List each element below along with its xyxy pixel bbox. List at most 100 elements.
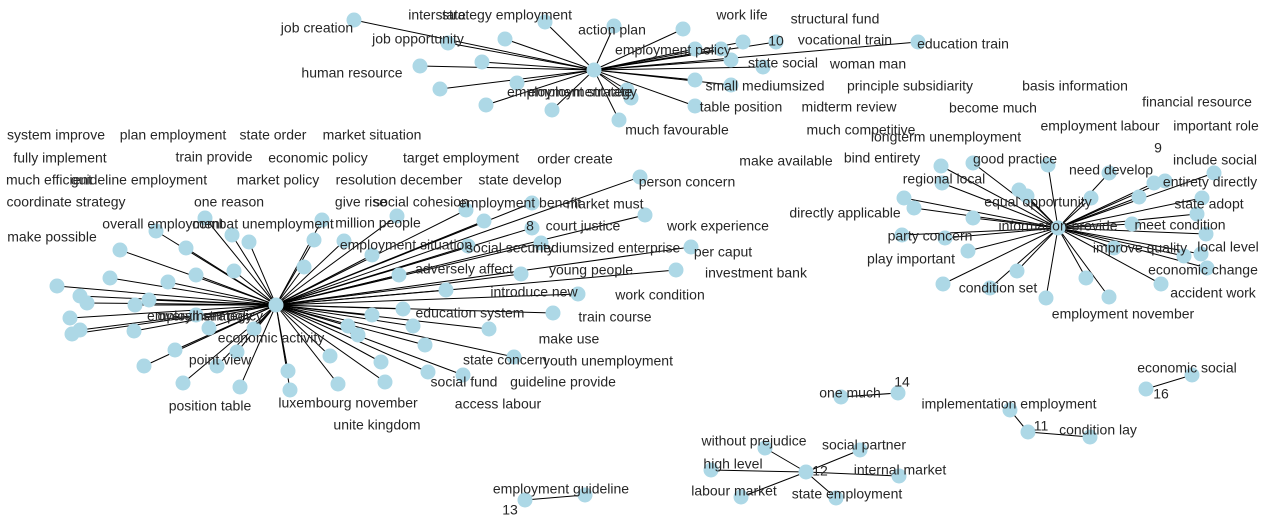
node-midterm-review (544, 102, 560, 118)
edge-information-provide-unlabeled-1 (1016, 227, 1059, 272)
node-guideline-provide (455, 367, 471, 383)
node-regional-local (934, 175, 950, 191)
label-position-table: position table (169, 398, 252, 414)
node-information-provide-unlabeled-4 (1193, 246, 1209, 262)
node-work-experience (637, 207, 653, 223)
node-employment-situation (336, 233, 352, 249)
node-action-plan (606, 18, 622, 34)
node-adversely-affect (391, 267, 407, 283)
node-11 (1020, 424, 1036, 440)
edge-employment-strategy-work-life (593, 28, 684, 71)
label-social-fund: social fund (431, 374, 498, 390)
label-employment-benefit: employment benefit (459, 195, 581, 211)
node-coordinate-strategy (62, 310, 78, 326)
node-per-caput (683, 239, 699, 255)
label-resolution-december: resolution december (336, 172, 463, 188)
edge-employment-strategy-woman-man (593, 66, 764, 71)
label-per-caput: per caput (694, 244, 752, 260)
label-strategy-employment: strategy employment (442, 7, 572, 23)
edge-16-economic-social (1145, 374, 1193, 390)
label-become-much: become much (949, 100, 1037, 116)
label-market-must: market must (566, 196, 643, 212)
edge-employment-policy-per-caput (275, 246, 692, 306)
label-employment-policy: employment policy (615, 42, 731, 58)
node-state-social (723, 52, 739, 68)
edge-employment-strategy-much-favourable (593, 69, 620, 121)
label-investment-bank: investment bank (705, 265, 808, 281)
label-employment-situation: employment situation (340, 237, 472, 253)
label-bind-entirety: bind entirety (844, 150, 920, 166)
graph-edges (56, 19, 1215, 501)
node-vocational-train (768, 34, 784, 50)
node-information-provide-unlabeled-3 (1078, 270, 1094, 286)
label-important-role: important role (1173, 118, 1259, 134)
edge-employment-policy-unlabeled-3 (174, 304, 277, 351)
edge-employment-policy-unlabeled-13 (275, 304, 373, 316)
label-entirety-directly: entirety directly (1163, 174, 1257, 190)
node-youth-unemployment (506, 349, 522, 365)
label-much-favourable: much favourable (625, 122, 729, 138)
edge-information-provide-condition-set (989, 227, 1059, 289)
edge-employment-policy-unlabeled-6 (216, 304, 277, 367)
label-economic-activity: economic activity (218, 330, 325, 346)
label-job-opportunity: job opportunity (371, 31, 464, 47)
edge-employment-policy-unlabeled-11 (275, 304, 349, 327)
node-basis-information (1040, 157, 1056, 173)
edge-employment-policy-position-table (239, 304, 277, 388)
node-education-train (910, 34, 926, 50)
edge-information-provide-directly-applicable (901, 227, 1059, 236)
node-woman-man (755, 59, 771, 75)
node-improve-quality (1106, 240, 1122, 256)
label-make-possible: make possible (7, 229, 97, 245)
node-work-life (675, 21, 691, 37)
label-play-important: play important (867, 251, 955, 267)
edge-employment-strategy-interstate (447, 42, 595, 71)
edge-11-condition-lay (1027, 431, 1091, 438)
label-economic-policy: economic policy (268, 150, 368, 166)
node-structural-fund (735, 34, 751, 50)
node-resolution-december (241, 234, 257, 250)
label-interstate: interstate (408, 7, 466, 23)
label-13: 13 (502, 502, 518, 518)
node-employment-policy-unlabeled-9 (405, 318, 421, 334)
node-employment-policy-unlabeled-12 (350, 327, 366, 343)
label-market-policy: market policy (237, 172, 319, 188)
node-include-social (1206, 165, 1222, 181)
label-adversely-affect: adversely affect (415, 261, 513, 277)
node-play-important (960, 243, 976, 259)
node-information-provide-unlabeled-1 (1009, 263, 1025, 279)
label-14: 14 (894, 374, 910, 390)
node-party-concern (937, 230, 953, 246)
edge-employment-policy-unlabeled-4 (182, 304, 277, 384)
node-employment-strategy-unlabeled-4 (619, 82, 635, 98)
node-unite-kingdom (282, 382, 298, 398)
edge-employment-policy-unlabeled-9 (275, 304, 414, 327)
label-overall-strategy: overall strategy (158, 308, 253, 324)
node-8 (476, 213, 492, 229)
edge-employment-policy-combat-unemployment (204, 217, 277, 306)
label-structural-fund: structural fund (791, 11, 880, 27)
node-meet-condition (1124, 216, 1140, 232)
node-employment-policy-unlabeled-13 (364, 307, 380, 323)
edge-employment-policy-social-cohesion (275, 215, 398, 306)
node-employment-strategy-unlabeled-1 (478, 97, 494, 113)
label-longterm-unemployment: longterm unemployment (871, 129, 1021, 145)
label-include-social: include social (1173, 152, 1257, 168)
node-become-much (965, 155, 981, 171)
edge-information-provide-basis-information (1047, 164, 1059, 229)
node-employment-policy-unlabeled-10 (420, 364, 436, 380)
label-education-train: education train (917, 36, 1009, 52)
label-train-course: train course (578, 309, 651, 325)
label-state-social: state social (748, 55, 818, 71)
node-14 (890, 385, 906, 401)
node-luxembourg-november (280, 363, 296, 379)
edge-employment-policy-employment-situation (275, 240, 345, 306)
node-state-adopt (1189, 206, 1205, 222)
node-economic-change (1199, 260, 1215, 276)
node-16 (1138, 381, 1154, 397)
graph-nodes (49, 12, 1222, 508)
label-combat-unemployment: combat unemployment (192, 216, 334, 232)
node-overall-strategy (188, 307, 204, 323)
label-guideline-employment: guideline employment (71, 172, 207, 188)
edge-employment-policy-unlabeled-7 (275, 304, 331, 357)
